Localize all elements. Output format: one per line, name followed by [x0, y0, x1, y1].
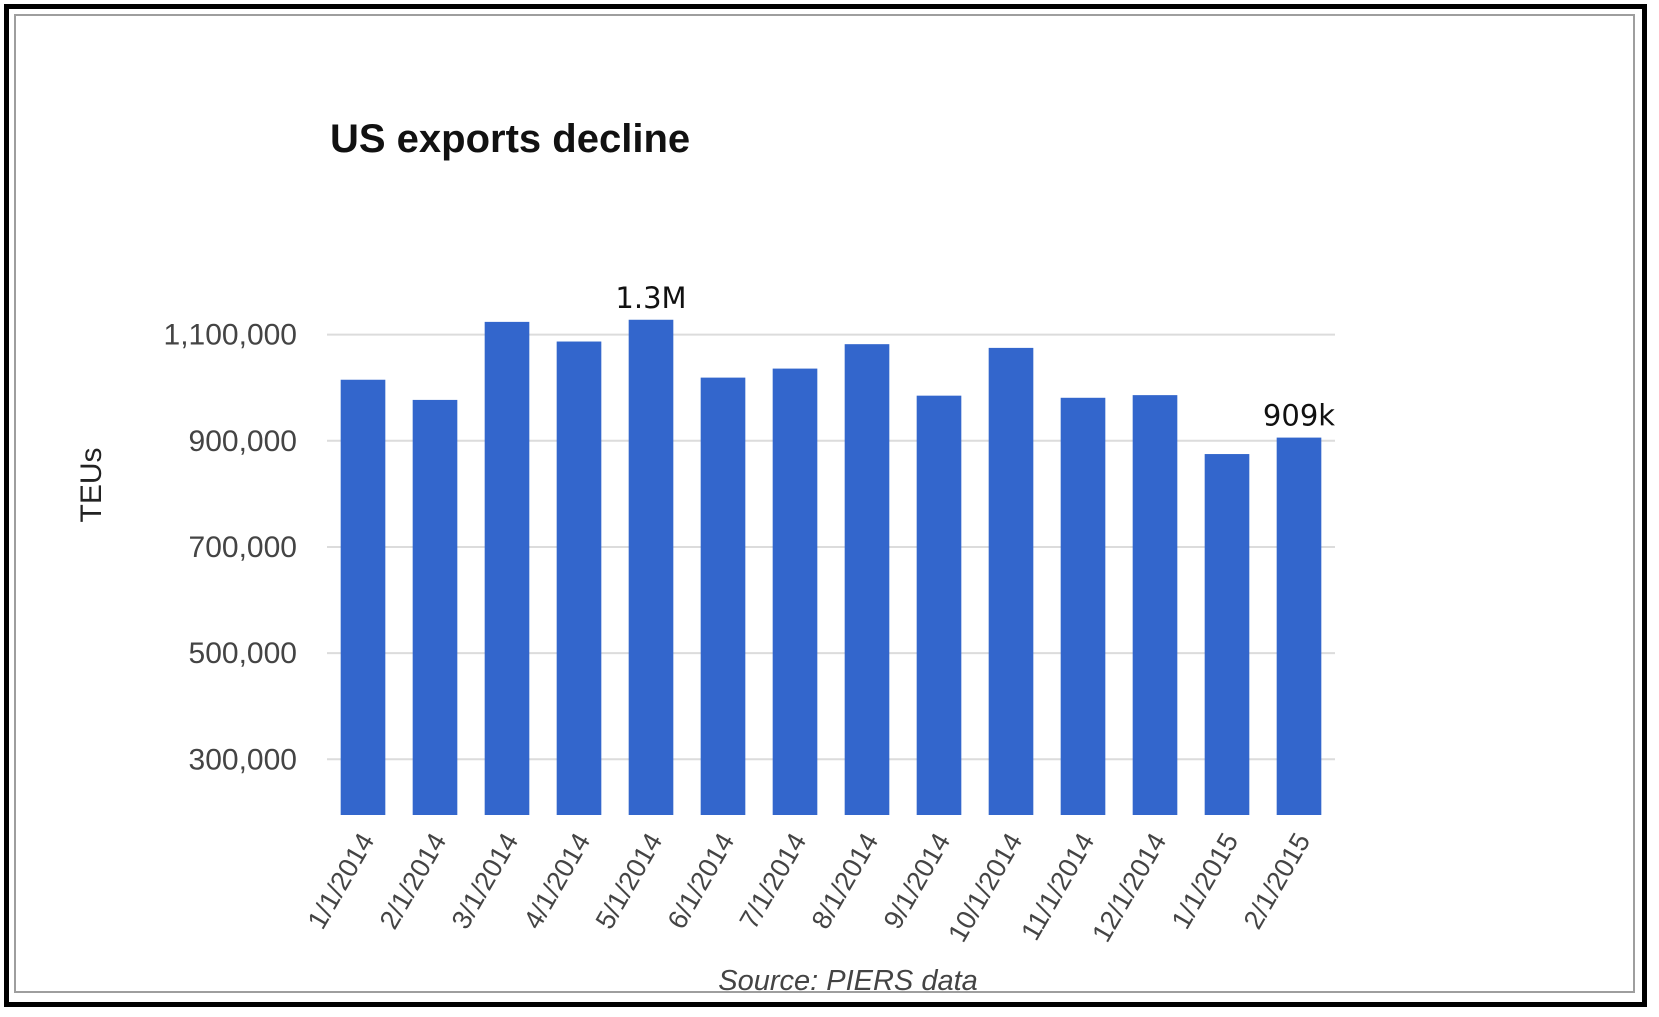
bar — [700, 377, 746, 815]
bar — [1060, 397, 1106, 815]
x-tick-label: 4/1/2014 — [518, 828, 597, 934]
bar — [628, 319, 674, 815]
x-axis-label: Source: PIERS data — [718, 965, 978, 997]
x-tick-label: 2/1/2015 — [1238, 828, 1317, 934]
y-tick-label: 1,100,000 — [164, 319, 297, 352]
bar — [916, 395, 962, 815]
x-tick-label: 9/1/2014 — [878, 828, 957, 934]
x-tick-label: 1/1/2014 — [302, 828, 381, 934]
x-tick-label: 5/1/2014 — [590, 828, 669, 934]
x-tick-label: 7/1/2014 — [734, 828, 813, 934]
data-label: 909k — [1263, 399, 1335, 433]
y-tick-label: 900,000 — [189, 425, 297, 458]
y-tick-label: 500,000 — [189, 637, 297, 670]
data-label: 1.3M — [615, 281, 686, 315]
x-tick-label: 11/1/2014 — [1015, 828, 1100, 945]
y-tick-label: 700,000 — [189, 531, 297, 564]
bars — [340, 319, 1322, 815]
x-tick-label: 2/1/2014 — [374, 828, 453, 934]
bar — [772, 368, 818, 815]
bar — [1276, 437, 1322, 815]
bar — [340, 379, 386, 815]
bar — [844, 344, 890, 815]
bar — [556, 341, 602, 815]
bar — [988, 347, 1034, 815]
grid-lines — [327, 333, 1335, 761]
chart-title: US exports decline — [330, 117, 690, 161]
chart-panel — [14, 14, 1635, 993]
bar — [412, 399, 458, 815]
x-tick-label: 8/1/2014 — [806, 828, 885, 934]
y-axis-label: TEUs — [75, 448, 108, 523]
x-axis-ticks: 1/1/20142/1/20143/1/20144/1/20145/1/2014… — [302, 828, 1317, 947]
x-tick-label: 3/1/2014 — [446, 828, 525, 934]
bar-annotations: 1.3M 909k — [615, 281, 1335, 433]
bar — [1204, 454, 1250, 815]
bar — [1132, 395, 1178, 815]
x-tick-label: 6/1/2014 — [662, 828, 741, 934]
x-tick-label: 12/1/2014 — [1086, 828, 1172, 947]
y-axis-ticks: 300,000 500,000 700,000 900,000 1,100,000 — [164, 319, 297, 777]
y-tick-label: 300,000 — [189, 743, 297, 776]
bar — [484, 321, 530, 815]
x-tick-label: 1/1/2015 — [1166, 828, 1245, 934]
